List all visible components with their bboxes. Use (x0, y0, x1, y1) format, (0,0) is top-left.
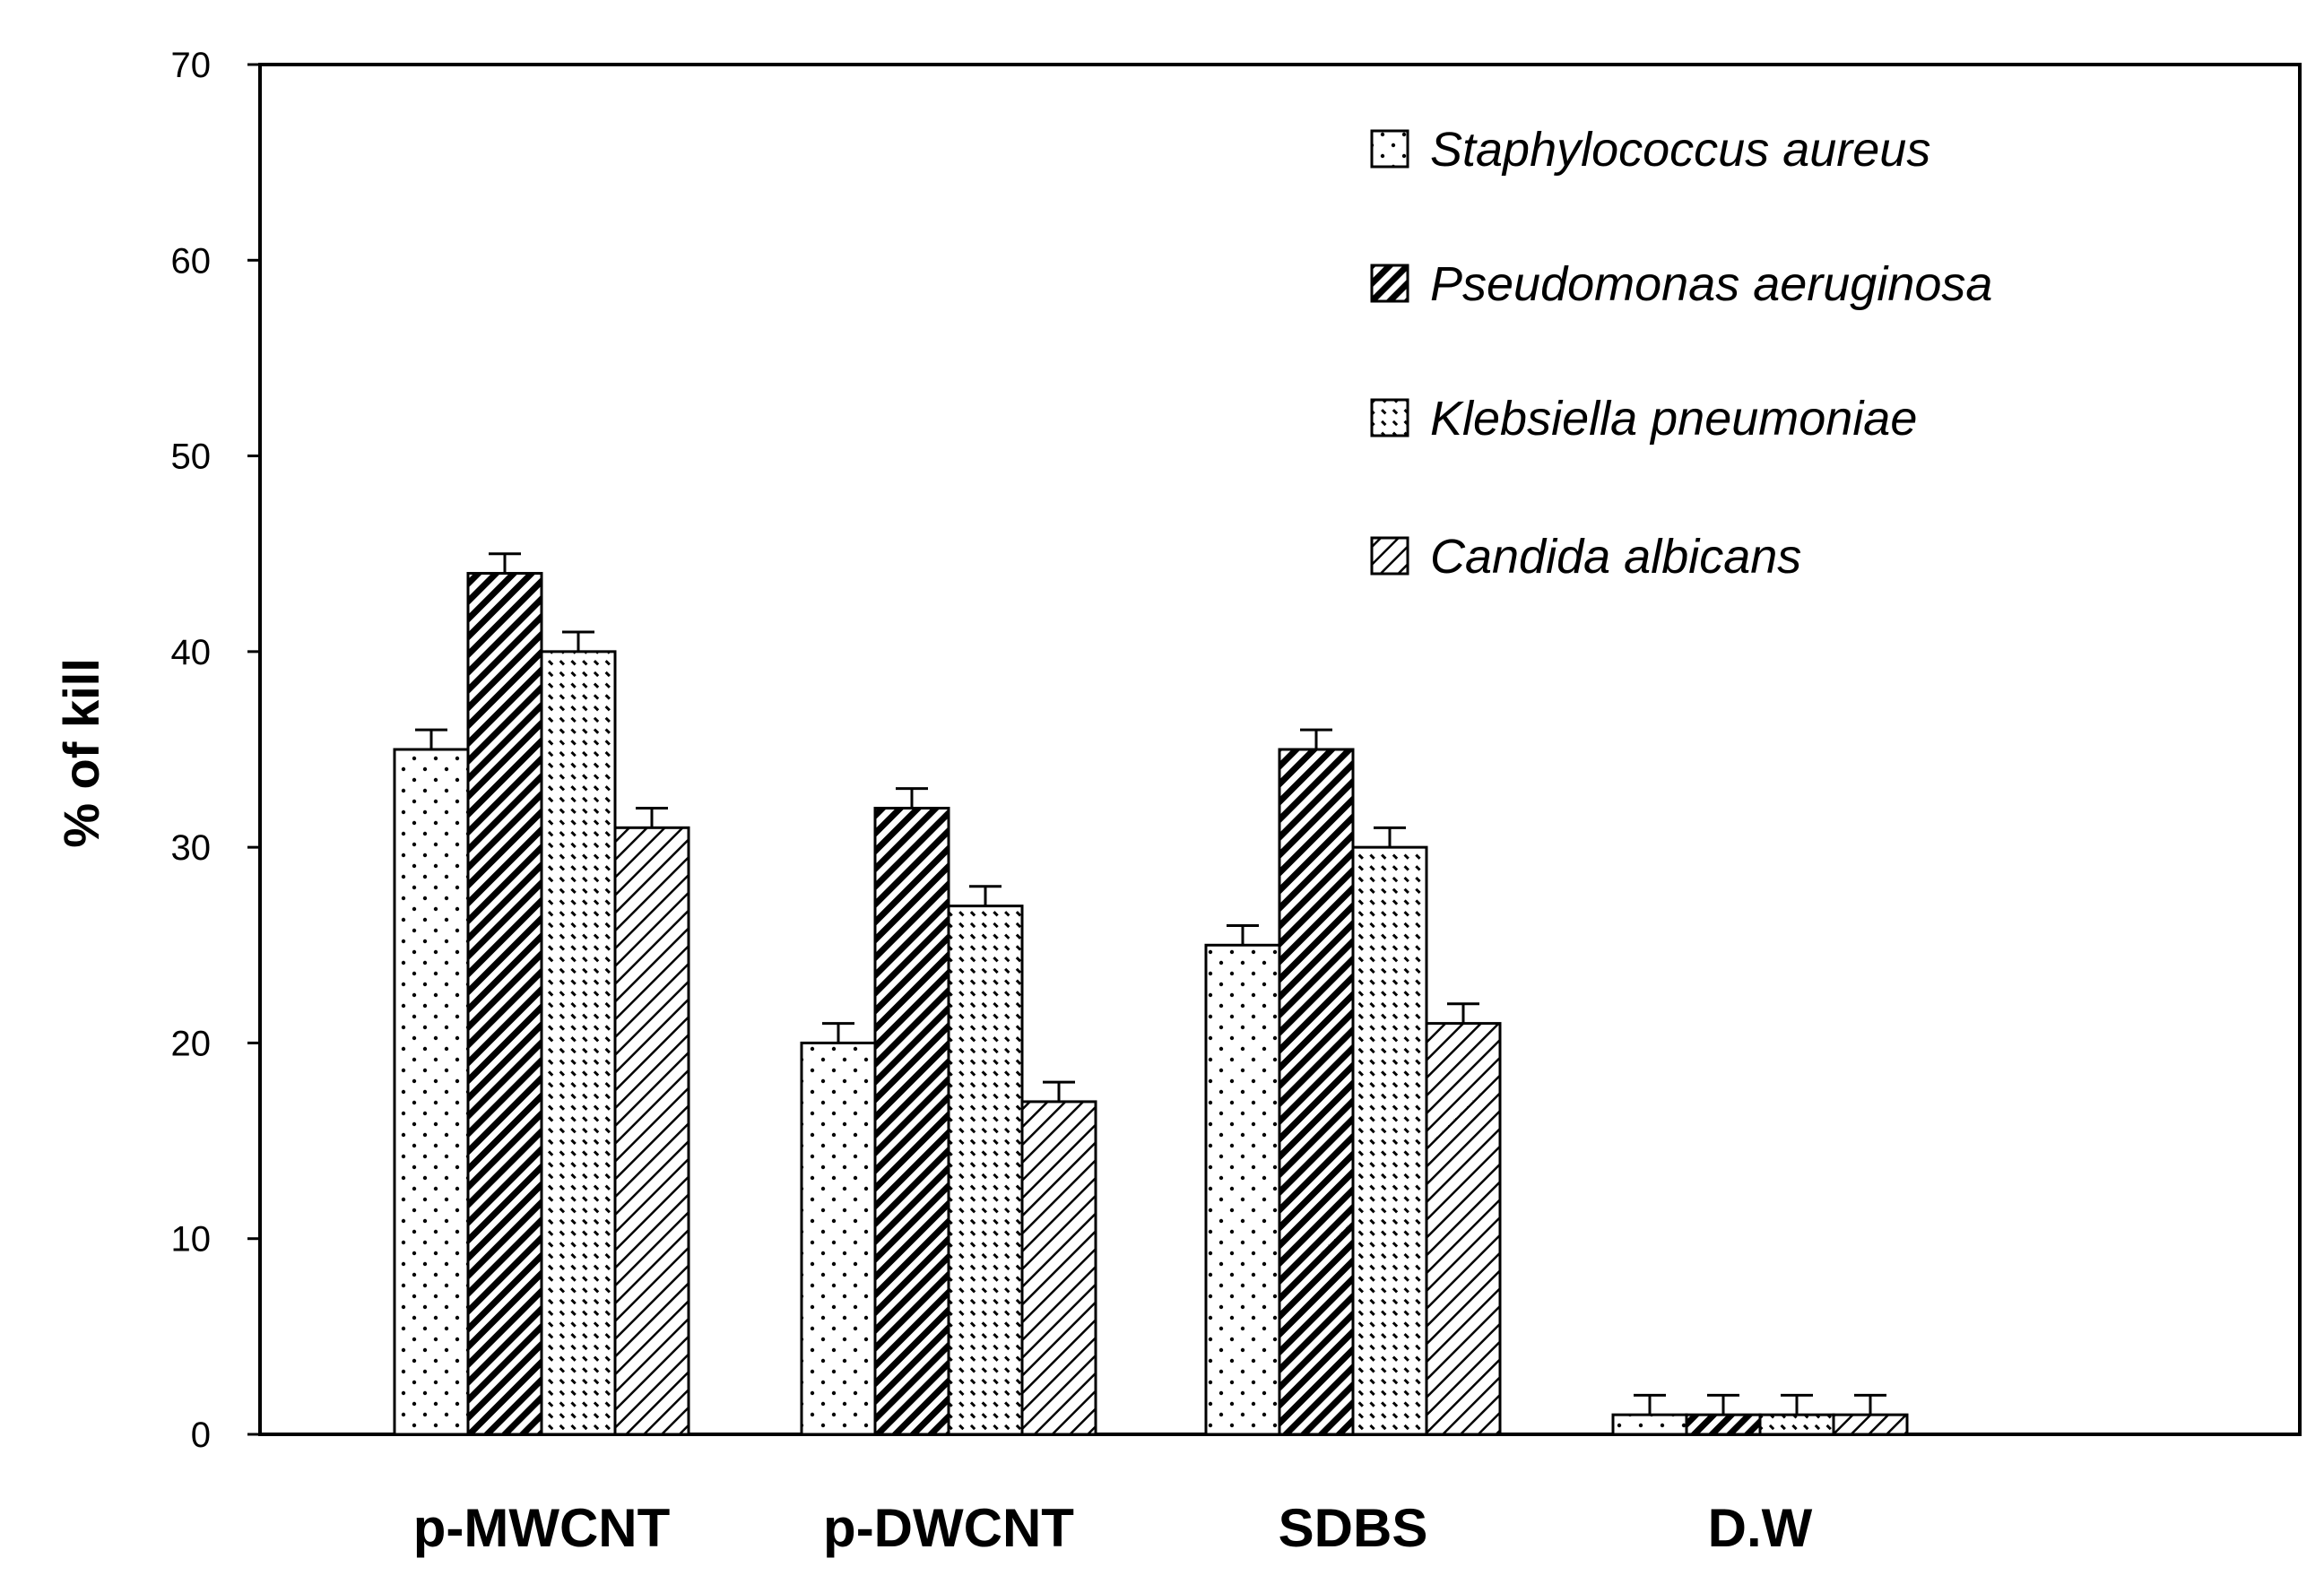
x-category-label: p-DWCNT (823, 1498, 1074, 1558)
legend-swatch (1370, 536, 1409, 576)
bar (1204, 943, 1281, 1436)
y-tick-label: 10 (171, 1220, 212, 1260)
bar (800, 1041, 877, 1436)
bar (947, 905, 1024, 1436)
x-category-label: D.W (1708, 1498, 1813, 1558)
y-tick-label: 0 (191, 1416, 211, 1455)
y-axis-title: % of kill (53, 658, 109, 848)
bar (540, 650, 617, 1436)
x-category-label: SDBS (1279, 1498, 1428, 1558)
legend-label: Pseudomonas aeruginosa (1430, 257, 1992, 311)
y-tick-label: 70 (171, 46, 212, 85)
bar (393, 748, 470, 1436)
y-tick-label: 60 (171, 241, 212, 281)
bar (1758, 1413, 1835, 1436)
legend-label: Klebsiella pneumoniae (1430, 392, 1917, 446)
y-tick-label: 50 (171, 437, 212, 477)
bar (613, 826, 690, 1436)
legend-label: Candida albicans (1430, 530, 1801, 584)
x-category-label: p-MWCNT (413, 1498, 671, 1558)
bar (1278, 748, 1355, 1436)
legend-swatch (1370, 264, 1409, 303)
y-tick-label: 30 (171, 828, 212, 868)
bar (1685, 1413, 1762, 1436)
bar (1351, 845, 1428, 1436)
legend-swatch (1370, 129, 1409, 169)
legend-label: Staphylococcus aureus (1430, 123, 1930, 177)
legend-swatch (1370, 398, 1409, 437)
bar (466, 572, 543, 1436)
y-tick-label: 40 (171, 633, 212, 672)
legend: Staphylococcus aureus Pseudomonas aerugin… (1370, 123, 1992, 584)
bar (1611, 1413, 1688, 1436)
bar (1425, 1022, 1502, 1436)
bar (873, 806, 950, 1436)
y-tick-label: 20 (171, 1024, 212, 1063)
bar (1020, 1100, 1097, 1436)
bar (1832, 1413, 1909, 1436)
